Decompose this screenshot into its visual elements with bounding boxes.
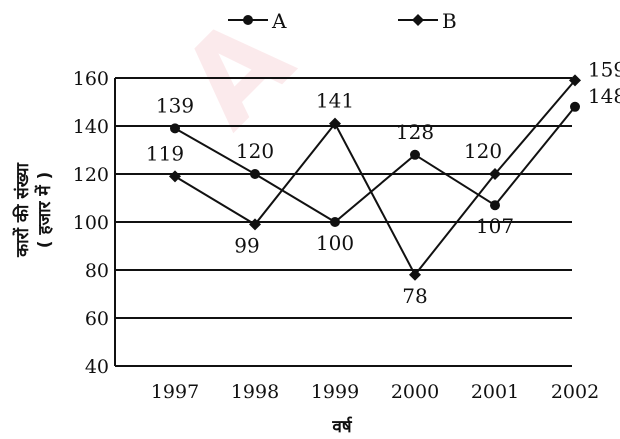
data-label-A-2000: 128 [396, 120, 434, 144]
data-label-B-2001: 120 [464, 139, 502, 163]
series-B-point-2001 [489, 168, 501, 180]
data-label-A-1998: 120 [236, 139, 274, 163]
x-tick-label-1999: 1999 [311, 381, 359, 403]
y-tick-label-80: 80 [85, 260, 109, 282]
y-axis-title-line1: कारों की संख्या [12, 162, 33, 257]
series-A-point-1998 [250, 169, 260, 179]
data-label-A-1999: 100 [316, 231, 354, 255]
x-tick-label-2000: 2000 [391, 381, 439, 403]
legend-label-A: A [271, 9, 287, 33]
data-label-B-1998: 99 [234, 233, 259, 257]
y-axis-ticks: 40 60 80 100 120 140 160 [73, 68, 109, 378]
y-tick-label-100: 100 [73, 212, 109, 234]
x-axis-ticks: 1997 1998 1999 2000 2001 2002 [151, 381, 599, 403]
x-tick-label-2001: 2001 [471, 381, 519, 403]
series-B-point-2000 [409, 268, 421, 281]
data-label-A-2002: 148 [588, 84, 620, 108]
series-A-line [174, 106, 576, 224]
legend-marker-B [412, 14, 424, 26]
y-tick-label-120: 120 [73, 164, 109, 186]
series-A-point-2001 [490, 200, 500, 211]
series-A-point-2000 [410, 149, 420, 160]
series-A-point-1997 [170, 123, 180, 134]
data-label-B-2002: 159 [588, 57, 620, 81]
series-group [169, 74, 581, 281]
data-label-B-1997: 119 [146, 141, 184, 165]
series-B-point-1997 [169, 170, 181, 183]
y-tick-label-160: 160 [73, 68, 109, 90]
data-label-A-1997: 139 [156, 93, 194, 117]
series-A-point-1999 [330, 217, 340, 227]
legend-marker-A [243, 15, 253, 25]
series-B-point-1998 [249, 218, 261, 231]
data-label-B-2000: 78 [402, 284, 427, 308]
y-tick-label-140: 140 [73, 116, 109, 138]
x-tick-label-1998: 1998 [231, 381, 279, 403]
y-axis-title-line2: ( हजार में ) [34, 172, 55, 248]
series-B-point-2002 [569, 74, 581, 87]
y-tick-label-60: 60 [85, 308, 109, 330]
series-B-line [174, 79, 576, 277]
x-tick-label-1997: 1997 [151, 381, 199, 403]
x-axis-title: वर्ष [331, 416, 352, 437]
series-B-point-1999 [329, 117, 341, 130]
data-label-A-2001: 107 [476, 214, 514, 238]
data-labels: 139 120 100 128 107 148 119 99 141 78 120 159 [146, 57, 620, 307]
grid [114, 77, 572, 367]
data-label-B-1999: 141 [316, 89, 354, 113]
legend-label-B: B [442, 9, 457, 33]
x-tick-label-2002: 2002 [551, 381, 599, 403]
y-tick-label-40: 40 [85, 356, 109, 378]
series-A-point-2002 [570, 101, 580, 112]
